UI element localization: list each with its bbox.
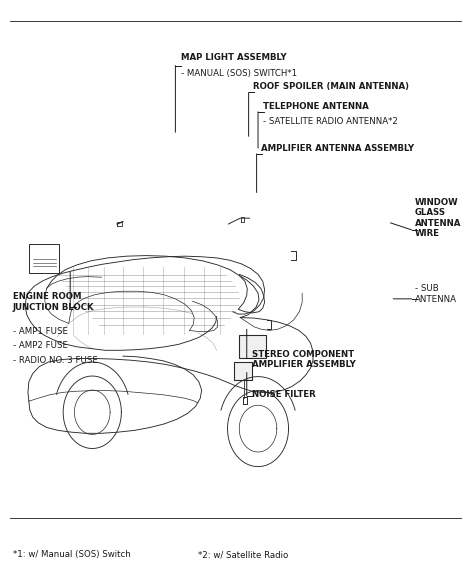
FancyBboxPatch shape [234, 362, 252, 380]
Text: AMPLIFIER ANTENNA ASSEMBLY: AMPLIFIER ANTENNA ASSEMBLY [261, 144, 414, 153]
Text: *1: w/ Manual (SOS) Switch: *1: w/ Manual (SOS) Switch [13, 550, 131, 560]
Text: TELEPHONE ANTENNA: TELEPHONE ANTENNA [263, 101, 368, 111]
Text: NOISE FILTER: NOISE FILTER [252, 390, 316, 400]
Text: MAP LIGHT ASSEMBLY: MAP LIGHT ASSEMBLY [182, 53, 287, 62]
Text: - AMP2 FUSE: - AMP2 FUSE [13, 341, 68, 350]
FancyBboxPatch shape [239, 335, 266, 359]
Text: ENGINE ROOM
JUNCTION BLOCK: ENGINE ROOM JUNCTION BLOCK [13, 292, 94, 312]
Text: - RADIO NO. 3 FUSE: - RADIO NO. 3 FUSE [13, 356, 98, 365]
Text: - SATELLITE RADIO ANTENNA*2: - SATELLITE RADIO ANTENNA*2 [263, 117, 398, 126]
Text: STEREO COMPONENT
AMPLIFIER ASSEMBLY: STEREO COMPONENT AMPLIFIER ASSEMBLY [252, 350, 356, 369]
Text: *2: w/ Satellite Radio: *2: w/ Satellite Radio [198, 550, 288, 560]
Text: ROOF SPOILER (MAIN ANTENNA): ROOF SPOILER (MAIN ANTENNA) [253, 82, 410, 91]
Text: - MANUAL (SOS) SWITCH*1: - MANUAL (SOS) SWITCH*1 [182, 69, 298, 78]
Text: WINDOW
GLASS
ANTENNA
WIRE: WINDOW GLASS ANTENNA WIRE [415, 198, 461, 238]
Text: - AMP1 FUSE: - AMP1 FUSE [13, 326, 68, 336]
Text: - SUB
ANTENNA: - SUB ANTENNA [415, 284, 457, 304]
